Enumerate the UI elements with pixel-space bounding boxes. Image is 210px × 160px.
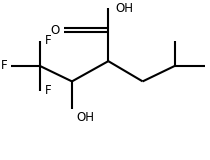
Text: O: O [50,24,59,37]
Text: F: F [45,34,51,47]
Text: OH: OH [115,2,133,15]
Text: F: F [1,59,7,72]
Text: F: F [45,84,51,97]
Text: OH: OH [76,111,94,124]
